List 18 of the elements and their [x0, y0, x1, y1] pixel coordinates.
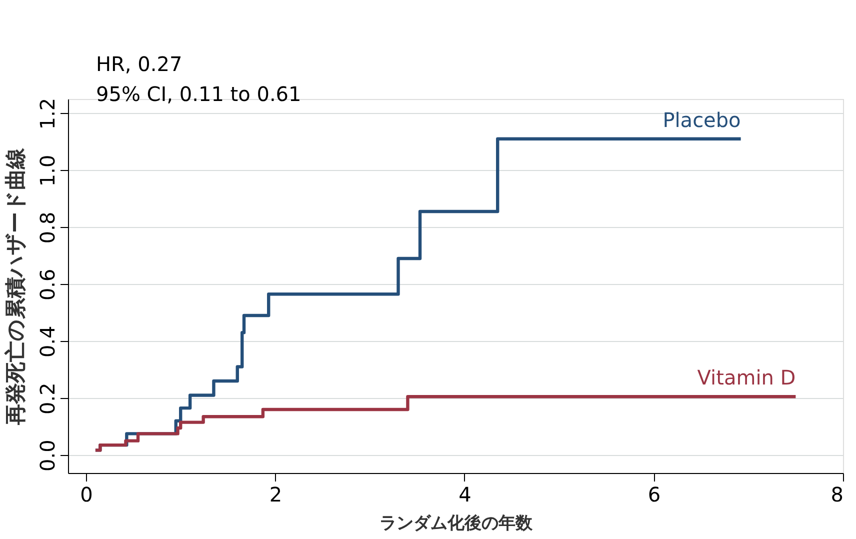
y-tick-label: 0.2 [36, 382, 60, 414]
series-label: Vitamin D [697, 366, 796, 390]
y-tick-label: 0.6 [36, 268, 60, 301]
text: HR, 0.27 [96, 52, 182, 76]
y-tick-label: 1.2 [36, 98, 60, 130]
x-tick-label: 2 [269, 482, 282, 506]
x-axis-title: ランダム化後の年数 [380, 514, 534, 534]
y-tick-label: 0.0 [36, 440, 60, 472]
x-tick-label: 6 [648, 482, 661, 506]
y-axis-title: 再発死亡の累積ハザード曲線 [4, 147, 28, 426]
x-tick-label: 8 [830, 482, 844, 506]
y-tick-label: 1.0 [36, 154, 60, 187]
annotation: 95% CI, 0.11 to 0.61 [96, 82, 302, 106]
y-tick-label: 0.8 [36, 212, 60, 244]
y-tick-label: 0.4 [36, 326, 60, 358]
x-tick-label: 4 [458, 482, 472, 506]
x-tick-label: 0 [80, 482, 93, 506]
series-label: Placebo [662, 108, 741, 132]
